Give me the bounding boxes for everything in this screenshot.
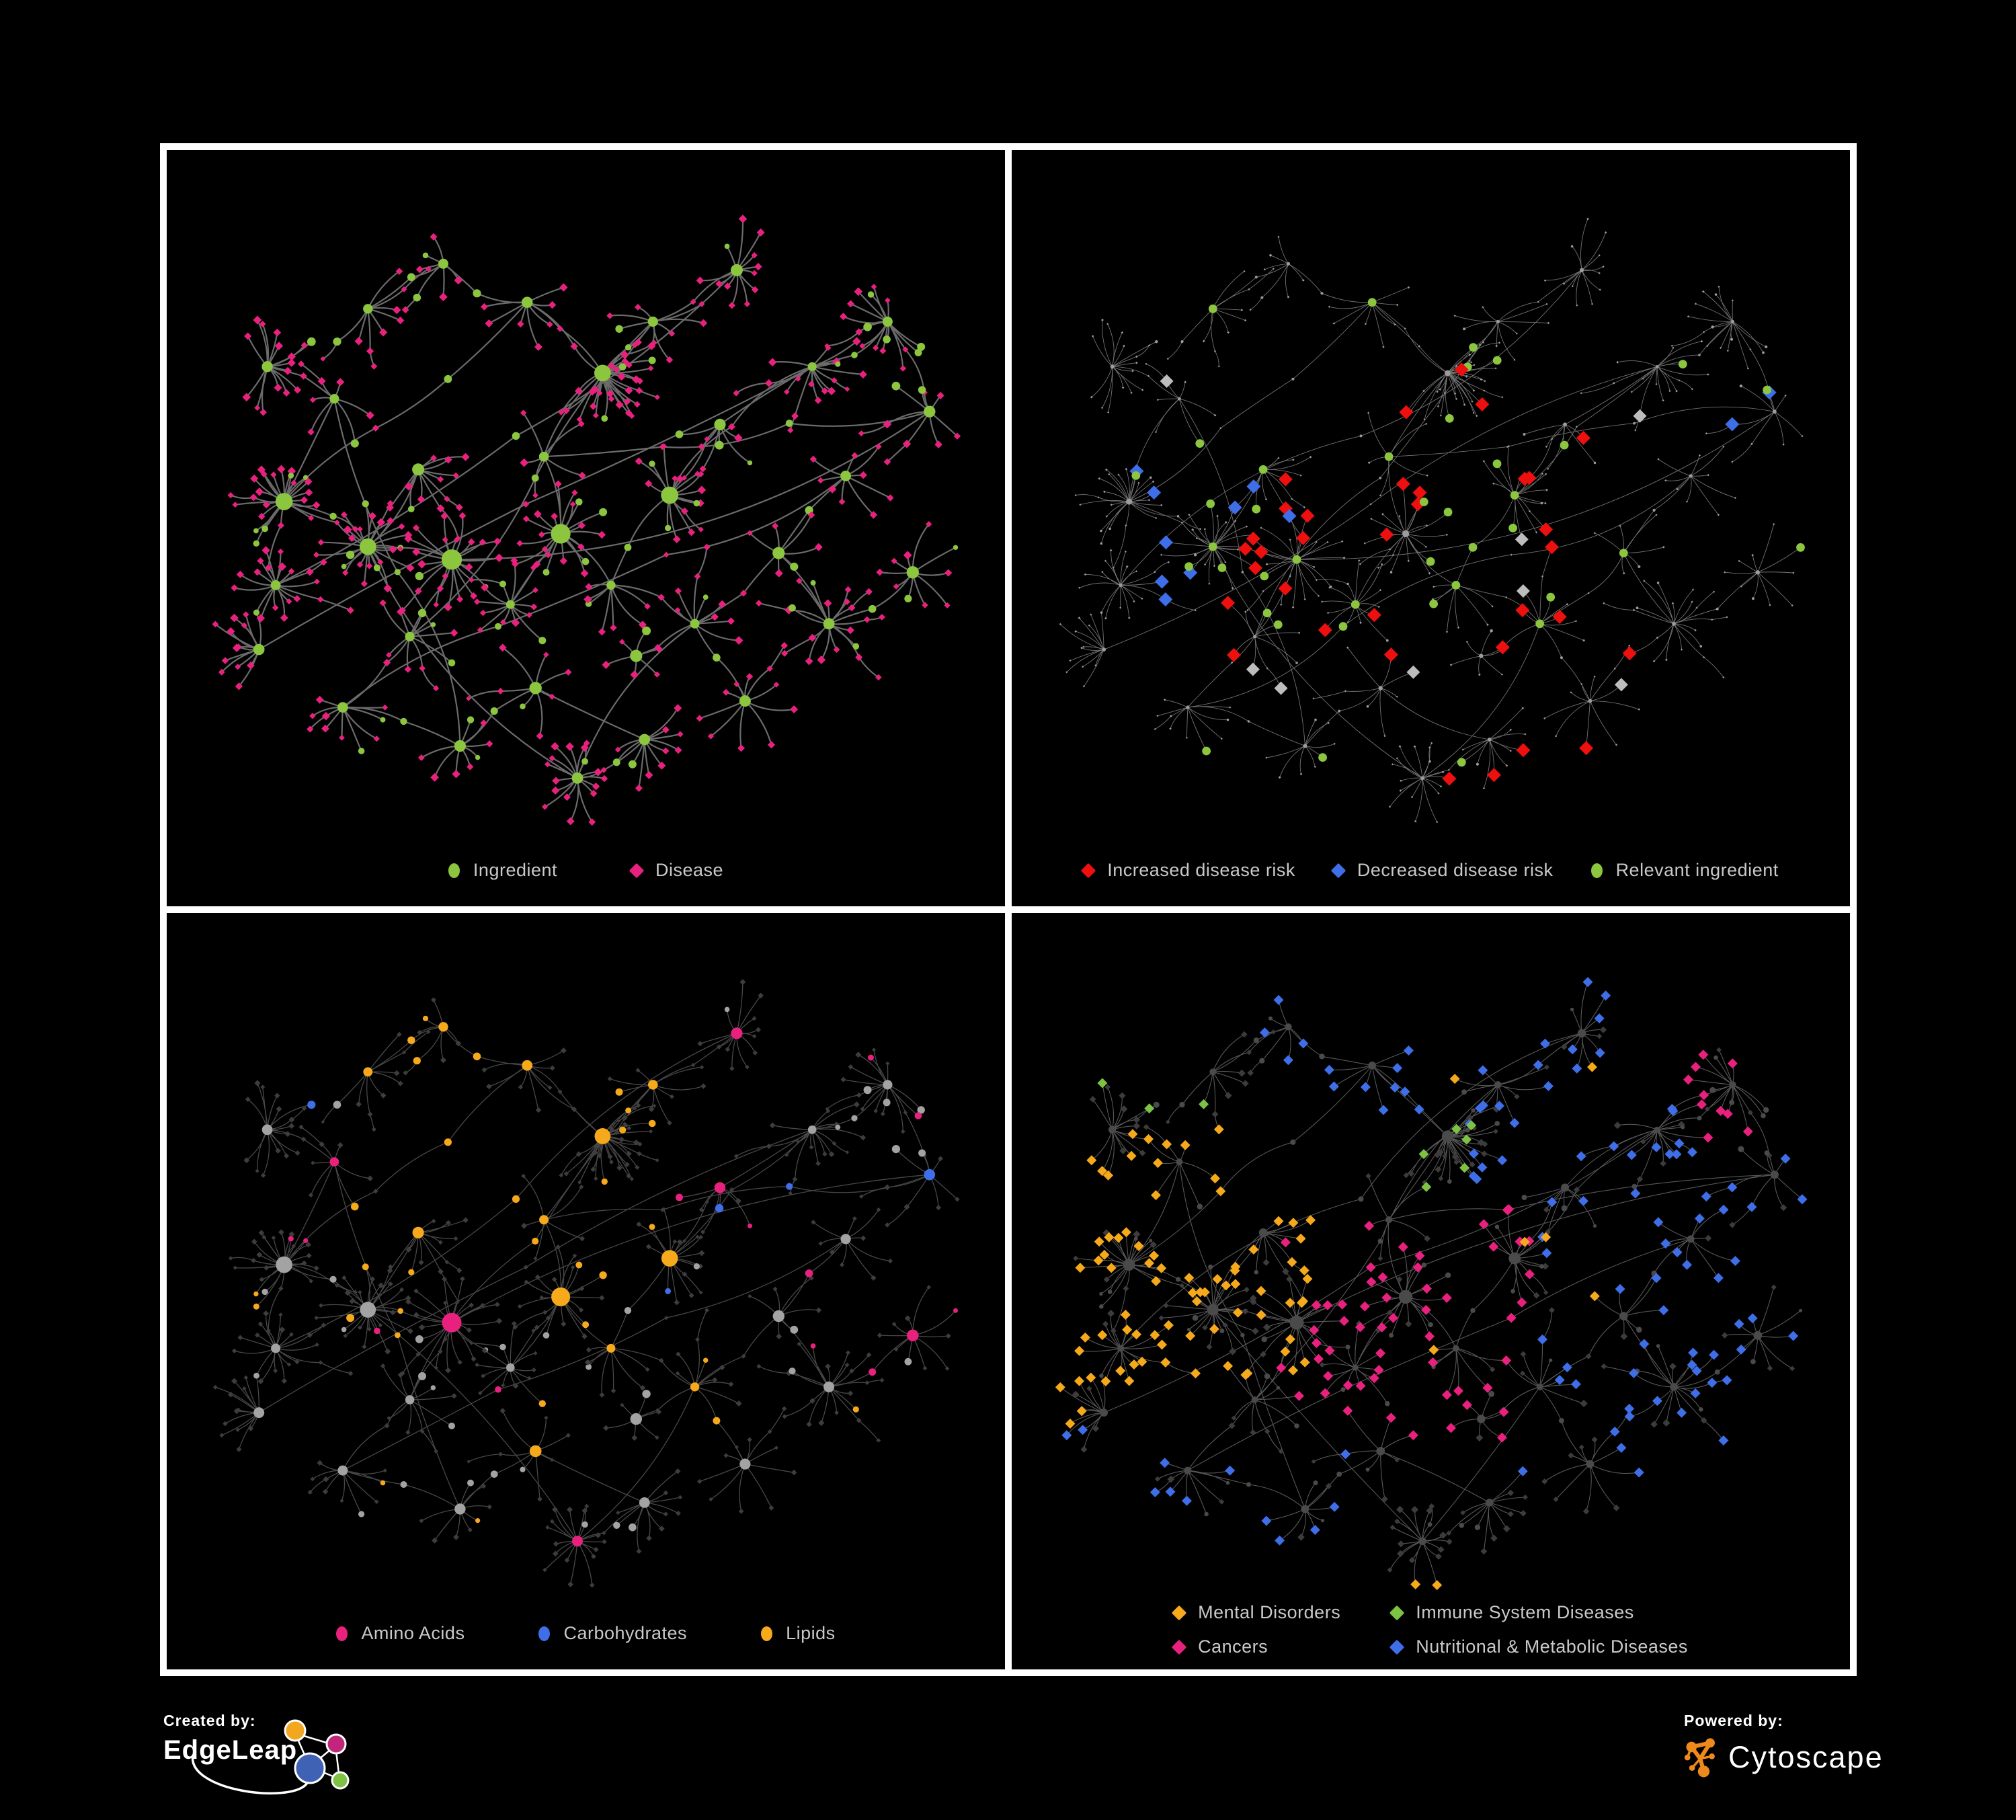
circle-marker-icon [1590, 863, 1603, 878]
legend-item-increased-disease-risk: Increased disease risk [1080, 860, 1295, 881]
legend-label: Mental Disorders [1198, 1602, 1341, 1622]
diamond-marker-icon [629, 863, 645, 878]
circle-marker-icon [448, 863, 460, 878]
legend-label: Immune System Diseases [1416, 1602, 1634, 1622]
diamond-marker-icon [1171, 1605, 1187, 1620]
legend-label: Ingredient [473, 860, 558, 880]
diamond-marker-icon [1171, 1639, 1187, 1655]
legend-disease-risk: Increased disease risk Decreased disease … [1012, 860, 1850, 881]
legend-label: Amino Acids [361, 1623, 465, 1643]
cytoscape-wordmark: Cytoscape [1728, 1740, 1884, 1774]
network-panels-grid: Ingredient Disease Increased disease risk… [160, 143, 1857, 1676]
circle-marker-icon [538, 1626, 551, 1641]
legend-label: Relevant ingredient [1615, 860, 1779, 880]
disease-risk-network-graph [1059, 217, 1805, 824]
legend-item-lipids: Lipids [761, 1623, 836, 1644]
legend-ingredient-disease: Ingredient Disease [167, 860, 1005, 881]
disease-classes-network-graph [1055, 977, 1808, 1591]
panel-disease-classes: Mental Disorders Cancers Immune System Dis… [1012, 913, 1850, 1669]
panel-disease-risk: Increased disease risk Decreased disease … [1012, 150, 1850, 906]
diamond-marker-icon [1080, 863, 1096, 878]
ingredient-classes-network-graph [212, 979, 960, 1588]
panel-ingredient-classes: Amino Acids Carbohydrates Lipids [167, 913, 1005, 1669]
powered-by-label: Powered by: [1684, 1712, 1783, 1729]
diamond-marker-icon [1389, 1605, 1405, 1620]
legend-label: Decreased disease risk [1357, 860, 1554, 880]
legend-label: Lipids [786, 1623, 836, 1643]
legend-item-decreased-disease-risk: Decreased disease risk [1330, 860, 1554, 881]
legend-item-ingredient: Ingredient [448, 860, 557, 881]
legend-item-carbohydrates: Carbohydrates [538, 1623, 687, 1644]
legend-item-mental-disorders: Mental Disorders [1171, 1602, 1341, 1623]
created-by-label: Created by: [163, 1712, 256, 1729]
legend-item-disease: Disease [629, 860, 724, 881]
legend-item-immune-system-diseases: Immune System Diseases [1389, 1602, 1688, 1623]
cytoscape-network-logo-icon [1684, 1738, 1715, 1778]
legend-label: Disease [655, 860, 724, 880]
legend-item-cancers: Cancers [1171, 1636, 1340, 1657]
legend-label: Nutritional & Metabolic Diseases [1416, 1636, 1688, 1657]
legend-label: Increased disease risk [1107, 860, 1295, 880]
legend-item-amino-acids: Amino Acids [336, 1623, 465, 1644]
legend-disease-classes: Mental Disorders Cancers Immune System Dis… [1012, 1602, 1850, 1657]
powered-by-block: Powered by: [1684, 1712, 1966, 1799]
diamond-marker-icon [1389, 1639, 1405, 1655]
legend-item-relevant-ingredient: Relevant ingredient [1590, 860, 1779, 881]
legend-ingredient-classes: Amino Acids Carbohydrates Lipids [167, 1623, 1005, 1644]
legend-label: Cancers [1198, 1636, 1268, 1657]
diamond-marker-icon [1330, 863, 1346, 878]
panel-ingredient-disease: Ingredient Disease [167, 150, 1005, 906]
circle-marker-icon [336, 1626, 348, 1641]
ingredient-disease-network-graph [212, 214, 961, 826]
edgeleap-network-logo-icon [192, 1719, 350, 1795]
legend-label: Carbohydrates [563, 1623, 688, 1643]
created-by-block: Created by: EdgeLeap [163, 1712, 446, 1813]
circle-marker-icon [761, 1626, 773, 1641]
legend-item-nutritional-metabolic-diseases: Nutritional & Metabolic Diseases [1389, 1636, 1688, 1657]
edgeleap-wordmark: EdgeLeap [163, 1735, 298, 1765]
